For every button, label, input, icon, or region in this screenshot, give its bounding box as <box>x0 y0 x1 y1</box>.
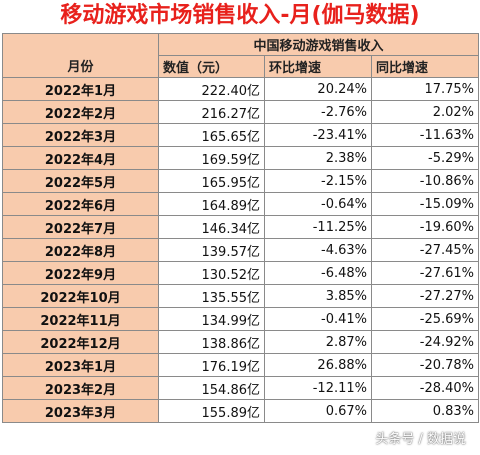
yoy-cell: -27.45% <box>370 238 480 262</box>
value-cell: 130.52亿 <box>158 261 265 285</box>
mom-cell: 0.67% <box>264 399 372 423</box>
month-cell: 2022年8月 <box>2 238 159 262</box>
yoy-cell: -28.40% <box>370 376 480 400</box>
mom-cell: 3.85% <box>264 284 372 308</box>
month-column-header: 月份 <box>2 33 159 78</box>
table-row: 2022年7月 146.34亿 -11.25% -19.60% <box>2 215 480 239</box>
value-cell: 165.95亿 <box>158 169 265 193</box>
page-title: 移动游戏市场销售收入-月(伽马数据) <box>60 3 420 28</box>
watermark: 头条号 / 数据说 <box>375 432 466 447</box>
month-cell: 2022年9月 <box>2 261 159 285</box>
mom-cell: -12.11% <box>264 376 372 400</box>
month-cell: 2023年2月 <box>2 376 159 400</box>
value-cell: 164.89亿 <box>158 192 265 216</box>
month-cell: 2022年7月 <box>2 215 159 239</box>
value-cell: 139.57亿 <box>158 238 265 262</box>
month-cell: 2022年10月 <box>2 284 159 308</box>
yoy-cell: 17.75% <box>370 77 480 101</box>
value-cell: 154.86亿 <box>158 376 265 400</box>
table-row: 2022年9月 130.52亿 -6.48% -27.61% <box>2 261 480 285</box>
table-row: 2022年12月 138.86亿 2.87% -24.92% <box>2 330 480 354</box>
mom-cell: 26.88% <box>264 353 372 377</box>
month-cell: 2022年12月 <box>2 330 159 354</box>
month-cell: 2022年4月 <box>2 146 159 170</box>
table-row: 2023年1月 176.19亿 26.88% -20.78% <box>2 353 480 377</box>
yoy-cell: -27.61% <box>370 261 480 285</box>
value-cell: 135.55亿 <box>158 284 265 308</box>
value-cell: 222.40亿 <box>158 77 265 101</box>
value-cell: 216.27亿 <box>158 100 265 124</box>
yoy-cell: -5.29% <box>370 146 480 170</box>
mom-cell: -23.41% <box>264 123 372 147</box>
yoy-cell: 2.02% <box>370 100 480 124</box>
mom-cell: -6.48% <box>264 261 372 285</box>
month-cell: 2023年1月 <box>2 353 159 377</box>
month-cell: 2022年3月 <box>2 123 159 147</box>
month-cell: 2022年5月 <box>2 169 159 193</box>
mom-cell: 2.87% <box>264 330 372 354</box>
value-cell: 134.99亿 <box>158 307 265 331</box>
yoy-cell: -15.09% <box>370 192 480 216</box>
value-cell: 138.86亿 <box>158 330 265 354</box>
month-cell: 2022年1月 <box>2 77 159 101</box>
mom-cell: -2.76% <box>264 100 372 124</box>
yoy-cell: -24.92% <box>370 330 480 354</box>
mom-cell: -0.64% <box>264 192 372 216</box>
table-row: 2022年6月 164.89亿 -0.64% -15.09% <box>2 192 480 216</box>
yoy-cell: -11.63% <box>370 123 480 147</box>
revenue-table: 月份 中国移动游戏销售收入 数值（元） 环比增速 同比增速 2022年1月 222… <box>2 33 480 423</box>
header-row-group: 月份 中国移动游戏销售收入 <box>2 33 480 78</box>
table-row: 2022年5月 165.95亿 -2.15% -10.86% <box>2 169 480 193</box>
value-cell: 146.34亿 <box>158 215 265 239</box>
month-cell: 2022年11月 <box>2 307 159 331</box>
value-cell: 169.59亿 <box>158 146 265 170</box>
yoy-cell: 0.83% <box>370 399 480 423</box>
value-cell: 165.65亿 <box>158 123 265 147</box>
mom-cell: 2.38% <box>264 146 372 170</box>
header-row-sub: 数值（元） 环比增速 同比增速 <box>3 55 480 78</box>
table-row: 2022年8月 139.57亿 -4.63% -27.45% <box>2 238 480 262</box>
table-row: 2022年10月 135.55亿 3.85% -27.27% <box>2 284 480 308</box>
table-row: 2022年11月 134.99亿 -0.41% -25.69% <box>2 307 480 331</box>
table-row: 2022年1月 222.40亿 20.24% 17.75% <box>2 77 480 101</box>
group-column-header: 中国移动游戏销售收入 <box>157 33 480 56</box>
yoy-cell: -27.27% <box>370 284 480 308</box>
yoy-cell: -25.69% <box>370 307 480 331</box>
mom-cell: -4.63% <box>264 238 372 262</box>
yoy-column-header: 同比增速 <box>370 55 480 78</box>
mom-cell: -2.15% <box>264 169 372 193</box>
month-cell: 2023年3月 <box>2 399 159 423</box>
table-body: 2022年1月 222.40亿 20.24% 17.75% 2022年2月 216.27亿… <box>2 77 480 423</box>
mom-cell: -0.41% <box>264 307 372 331</box>
table-row: 2023年3月 155.89亿 0.67% 0.83% <box>2 399 480 423</box>
month-cell: 2022年6月 <box>2 192 159 216</box>
value-cell: 176.19亿 <box>158 353 265 377</box>
yoy-cell: -10.86% <box>370 169 480 193</box>
value-cell: 155.89亿 <box>158 399 265 423</box>
table-row: 2023年2月 154.86亿 -12.11% -28.40% <box>2 376 480 400</box>
mom-cell: 20.24% <box>264 77 372 101</box>
month-cell: 2022年2月 <box>2 100 159 124</box>
table-row: 2022年3月 165.65亿 -23.41% -11.63% <box>2 123 480 147</box>
yoy-cell: -19.60% <box>370 215 480 239</box>
yoy-cell: -20.78% <box>370 353 480 377</box>
mom-cell: -11.25% <box>264 215 372 239</box>
table-row: 2022年4月 169.59亿 2.38% -5.29% <box>2 146 480 170</box>
value-column-header: 数值（元） <box>158 55 265 78</box>
mom-column-header: 环比增速 <box>264 55 372 78</box>
table-row: 2022年2月 216.27亿 -2.76% 2.02% <box>2 100 480 124</box>
